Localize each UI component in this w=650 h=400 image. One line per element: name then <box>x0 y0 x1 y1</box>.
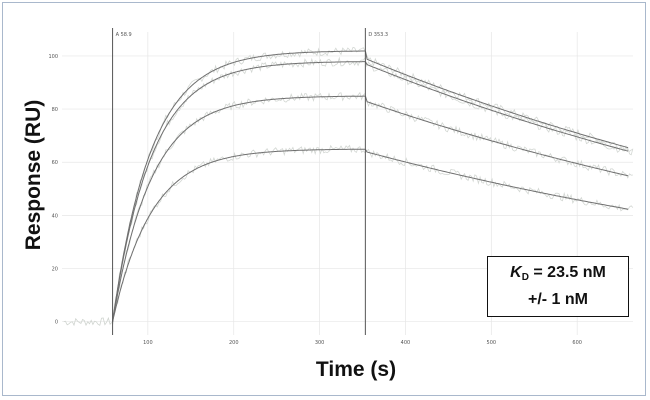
association-fit-3 <box>112 95 365 322</box>
dissociation-fit-1 <box>364 50 629 149</box>
kd-value: KD = 23.5 nM <box>510 262 606 289</box>
x-tick-label: 400 <box>401 340 411 346</box>
y-tick-label: 100 <box>48 54 58 60</box>
x-tick-label: 300 <box>315 340 325 346</box>
association-fit-1 <box>112 50 365 322</box>
chart-frame <box>2 2 646 396</box>
kd-symbol: K <box>510 264 522 281</box>
y-tick-label: 80 <box>52 107 58 113</box>
y-tick-label: 0 <box>55 320 58 326</box>
x-tick-label: 500 <box>487 340 497 346</box>
x-tick-label: 100 <box>143 340 153 346</box>
dissociation-fit-4 <box>364 148 629 210</box>
association-fit-2 <box>112 61 365 322</box>
y-tick-label: 60 <box>52 160 58 166</box>
baseline-trace <box>63 316 113 327</box>
y-tick-label: 20 <box>52 267 58 273</box>
dissociation-fit-3 <box>364 95 629 177</box>
x-tick-label: 600 <box>572 340 582 346</box>
association-fit-4 <box>112 148 365 322</box>
y-axis-label: Response (RU) <box>22 100 45 251</box>
raw-trace-1 <box>112 46 634 322</box>
y-tick-label: 40 <box>52 213 58 219</box>
event-marker-label: A 58.9 <box>116 32 132 38</box>
kd-subscript: D <box>521 272 529 283</box>
x-tick-label: 200 <box>229 340 239 346</box>
dissociation-fit-2 <box>364 61 629 152</box>
raw-trace-2 <box>112 56 634 321</box>
kd-annotation-box: KD = 23.5 nM +/- 1 nM <box>487 256 629 317</box>
raw-trace-4 <box>112 144 634 325</box>
x-axis-label: Time (s) <box>316 358 396 381</box>
kd-number: = 23.5 nM <box>528 264 606 281</box>
kd-error: +/- 1 nM <box>527 291 588 308</box>
event-marker-label: D 353.3 <box>368 32 388 38</box>
